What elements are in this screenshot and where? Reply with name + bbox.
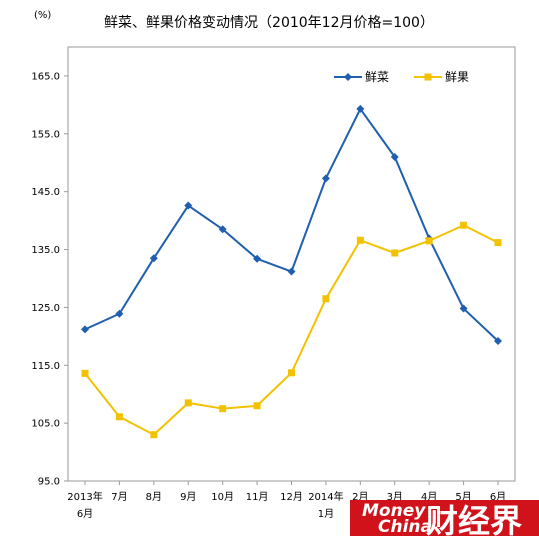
data-point [322, 295, 330, 303]
data-point [356, 236, 364, 244]
data-point [494, 239, 502, 247]
data-point [460, 221, 468, 229]
data-point [149, 254, 158, 263]
y-tick-label: 95.0 [38, 477, 60, 488]
x-tick-label: 2014年 [308, 490, 343, 503]
data-point [81, 369, 89, 377]
series-line [84, 224, 499, 436]
watermark: Money China 财经界 [350, 500, 539, 536]
data-point [390, 152, 399, 161]
data-point [494, 336, 502, 345]
y-tick-label: 105.0 [31, 419, 60, 430]
data-point [287, 267, 296, 276]
data-point [115, 413, 123, 421]
y-tick-label: 155.0 [31, 129, 60, 140]
watermark-background [350, 500, 539, 536]
y-axis: 95.0 105.0 115.0 125.0 135.0 145.0 155.0 165.0 [31, 71, 68, 488]
y-tick-label: 145.0 [31, 187, 60, 198]
data-point [253, 254, 262, 263]
legend: 鲜菜 鲜果 [334, 70, 469, 84]
x-tick-label: 2013年 [67, 490, 102, 503]
legend-label: 鲜菜 [365, 70, 389, 84]
legend-item: 鲜果 [414, 70, 469, 84]
data-point [288, 369, 295, 377]
data-point [425, 237, 433, 245]
watermark-china-text: China [378, 517, 432, 536]
data-point [218, 225, 227, 234]
series-line [84, 107, 499, 342]
series-group [81, 104, 502, 439]
data-point [219, 405, 227, 413]
data-point [184, 201, 193, 210]
x-tick-label: 10月 [211, 491, 234, 503]
y-axis-unit-label: (%) [34, 10, 51, 21]
legend-marker [344, 73, 352, 81]
x-tick-label: 9月 [180, 491, 196, 503]
y-tick-label: 125.0 [31, 303, 60, 314]
watermark-money-text: Money [362, 501, 426, 521]
y-tick-label: 115.0 [31, 361, 60, 372]
x-tick-label-line2: 6月 [77, 508, 93, 520]
watermark-brand-text: 财经界 [426, 502, 522, 536]
x-tick-label: 8月 [146, 491, 162, 503]
x-tick-label-line2: 1月 [318, 508, 334, 520]
data-point [150, 431, 158, 439]
x-tick-label: 11月 [246, 491, 269, 503]
series-2 [81, 221, 502, 439]
plot-frame [67, 46, 516, 482]
data-point [459, 304, 468, 313]
data-point [81, 325, 89, 334]
series-1 [81, 104, 502, 345]
data-point [356, 104, 365, 113]
y-tick-label: 165.0 [31, 71, 60, 82]
data-point [391, 249, 399, 257]
y-tick-label: 135.0 [31, 245, 60, 256]
legend-marker [424, 73, 432, 81]
chart-title: 鲜菜、鲜果价格变动情况（2010年12月价格=100） [104, 15, 434, 31]
x-tick-label: 7月 [111, 491, 127, 503]
x-tick-label: 12月 [280, 491, 303, 503]
data-point [253, 402, 261, 410]
legend-label: 鲜果 [445, 70, 469, 84]
data-point [115, 309, 124, 318]
legend-item: 鲜菜 [334, 70, 389, 84]
data-point [184, 399, 192, 407]
data-point [321, 174, 330, 183]
